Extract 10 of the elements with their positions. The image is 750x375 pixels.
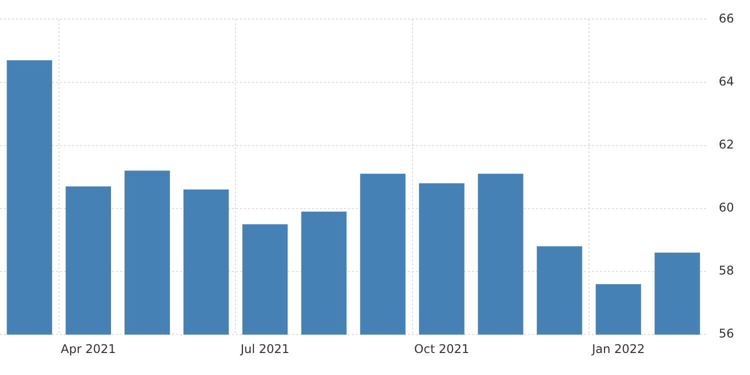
x-tick-label: Jul 2021: [240, 342, 290, 356]
y-tick-label: 66: [718, 11, 734, 26]
y-tick-label: 60: [718, 200, 734, 215]
x-tick-label: Oct 2021: [414, 342, 470, 356]
y-tick-label: 64: [718, 74, 734, 88]
y-tick-label: 62: [718, 137, 734, 152]
x-tick-label: Jan 2022: [590, 342, 645, 356]
y-tick-label: 58: [718, 264, 734, 278]
x-tick-label: Apr 2021: [60, 342, 116, 356]
y-tick-label: 56: [718, 326, 734, 341]
